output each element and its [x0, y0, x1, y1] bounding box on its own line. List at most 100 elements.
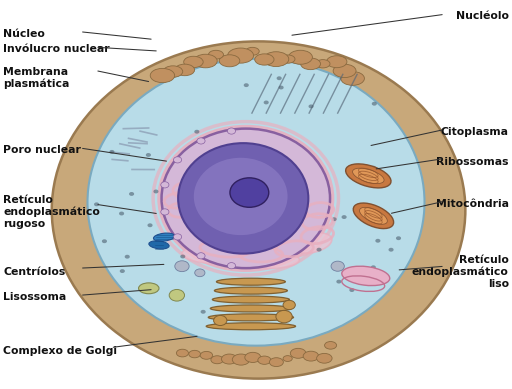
Ellipse shape [283, 356, 292, 361]
Circle shape [371, 265, 376, 269]
Ellipse shape [301, 58, 321, 70]
Ellipse shape [182, 245, 248, 264]
Text: Ribossomas: Ribossomas [436, 156, 509, 166]
Circle shape [283, 300, 295, 310]
Circle shape [174, 234, 182, 240]
Text: Retículo
endoplasmático
liso: Retículo endoplasmático liso [412, 255, 509, 289]
Ellipse shape [150, 68, 175, 82]
Ellipse shape [288, 50, 312, 64]
Ellipse shape [258, 356, 271, 364]
Circle shape [371, 282, 376, 286]
Circle shape [227, 128, 236, 134]
Ellipse shape [359, 207, 388, 224]
Circle shape [279, 86, 284, 89]
Ellipse shape [212, 296, 289, 303]
Ellipse shape [255, 54, 274, 65]
Ellipse shape [206, 323, 295, 330]
Circle shape [201, 310, 206, 314]
Circle shape [161, 209, 169, 215]
Ellipse shape [316, 353, 332, 363]
Text: Retículo
endoplasmático
rugoso: Retículo endoplasmático rugoso [3, 195, 100, 229]
Ellipse shape [163, 66, 183, 77]
Ellipse shape [341, 72, 365, 85]
Ellipse shape [246, 47, 259, 55]
Circle shape [331, 261, 345, 271]
Circle shape [174, 157, 182, 163]
Ellipse shape [200, 351, 212, 359]
Ellipse shape [281, 55, 295, 63]
Ellipse shape [269, 358, 283, 366]
Circle shape [180, 254, 185, 258]
Ellipse shape [178, 143, 308, 254]
Ellipse shape [263, 52, 289, 67]
Ellipse shape [228, 48, 253, 63]
Circle shape [396, 236, 401, 240]
Circle shape [146, 153, 151, 157]
Ellipse shape [333, 64, 356, 77]
Circle shape [309, 104, 314, 108]
Ellipse shape [210, 305, 291, 312]
Circle shape [197, 253, 205, 259]
Circle shape [175, 261, 189, 272]
Circle shape [214, 315, 227, 326]
Circle shape [154, 189, 159, 193]
Ellipse shape [292, 233, 332, 253]
Ellipse shape [353, 168, 384, 184]
Circle shape [197, 138, 205, 144]
Ellipse shape [219, 55, 240, 67]
Text: Membrana
plasmática: Membrana plasmática [3, 67, 70, 89]
Circle shape [94, 202, 99, 206]
Ellipse shape [232, 354, 250, 365]
Circle shape [271, 299, 276, 303]
Ellipse shape [327, 56, 347, 68]
Text: Nucléolo: Nucléolo [456, 11, 509, 21]
Circle shape [316, 248, 322, 252]
Circle shape [147, 223, 153, 227]
Ellipse shape [346, 164, 391, 188]
Ellipse shape [149, 241, 169, 249]
Circle shape [119, 212, 124, 216]
Ellipse shape [175, 64, 195, 76]
Ellipse shape [88, 59, 424, 346]
Circle shape [264, 100, 269, 104]
Circle shape [194, 130, 199, 134]
Circle shape [371, 166, 376, 170]
Ellipse shape [208, 314, 293, 321]
Text: Poro nuclear: Poro nuclear [3, 145, 81, 155]
Text: Invólucro nuclear: Invólucro nuclear [3, 44, 110, 54]
Circle shape [342, 215, 347, 219]
Circle shape [361, 277, 367, 281]
Circle shape [372, 102, 377, 106]
Ellipse shape [245, 352, 261, 363]
Circle shape [169, 289, 184, 301]
Circle shape [125, 255, 130, 259]
Circle shape [336, 280, 342, 284]
Circle shape [102, 239, 107, 243]
Circle shape [227, 263, 236, 269]
Ellipse shape [290, 348, 306, 358]
Ellipse shape [154, 233, 175, 241]
Circle shape [332, 217, 337, 221]
Circle shape [129, 192, 134, 196]
Circle shape [389, 248, 394, 252]
Ellipse shape [208, 50, 224, 59]
Ellipse shape [162, 129, 330, 268]
Ellipse shape [353, 203, 394, 229]
Circle shape [110, 150, 115, 154]
Text: Núcleo: Núcleo [3, 29, 45, 39]
Ellipse shape [189, 350, 201, 358]
Ellipse shape [194, 54, 217, 68]
Ellipse shape [217, 278, 285, 285]
Ellipse shape [176, 349, 188, 357]
Circle shape [276, 76, 282, 80]
Circle shape [349, 288, 354, 292]
Text: Lisossoma: Lisossoma [3, 292, 67, 302]
Circle shape [375, 239, 380, 243]
Circle shape [161, 182, 169, 188]
Circle shape [244, 83, 249, 87]
Circle shape [120, 269, 125, 273]
Ellipse shape [52, 41, 465, 378]
Circle shape [276, 310, 292, 323]
Ellipse shape [243, 252, 300, 268]
Text: Centríolos: Centríolos [3, 267, 66, 277]
